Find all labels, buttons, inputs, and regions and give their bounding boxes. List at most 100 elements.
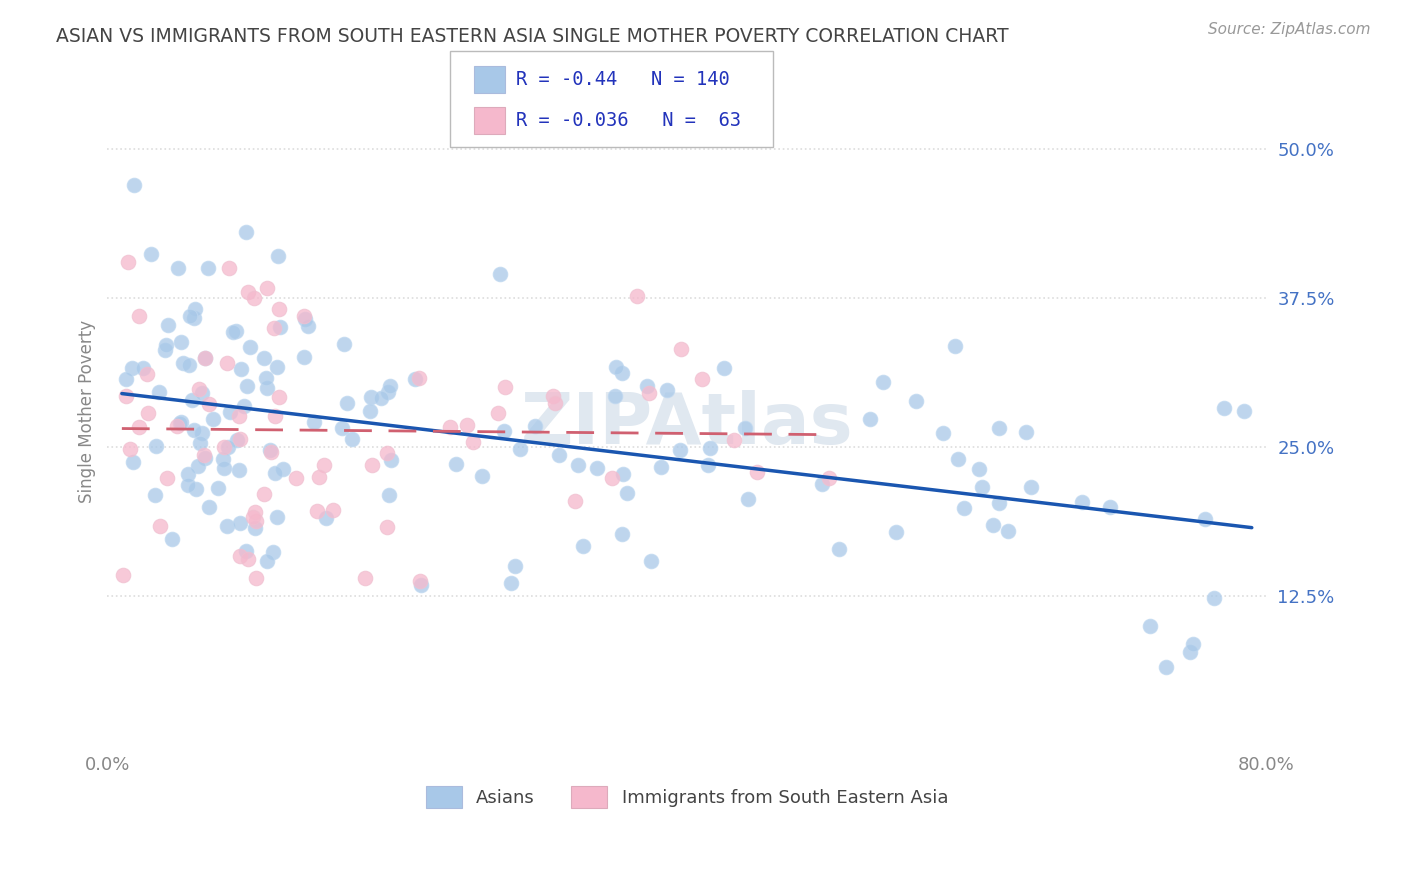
Point xyxy=(186,483,208,497)
Point xyxy=(215,519,238,533)
Point xyxy=(657,383,679,397)
Point xyxy=(970,480,993,494)
Point xyxy=(238,552,260,566)
Point xyxy=(439,419,461,434)
Point xyxy=(408,371,430,385)
Point xyxy=(494,380,516,394)
Point xyxy=(267,249,290,263)
Point xyxy=(235,226,257,240)
Point xyxy=(375,520,398,534)
Point xyxy=(219,405,242,419)
Point xyxy=(269,302,291,317)
Point xyxy=(380,378,402,392)
Point xyxy=(297,318,319,333)
Point xyxy=(117,255,139,269)
Point xyxy=(256,554,278,568)
Point xyxy=(488,406,510,420)
Point xyxy=(177,477,200,491)
Point xyxy=(1015,425,1038,439)
Point xyxy=(931,426,953,441)
Point xyxy=(228,409,250,423)
Point xyxy=(446,457,468,471)
Point xyxy=(149,519,172,533)
Point xyxy=(370,391,392,405)
Point xyxy=(585,461,607,475)
Point xyxy=(148,384,170,399)
Point xyxy=(155,338,177,352)
Point xyxy=(456,418,478,433)
Point xyxy=(943,339,966,353)
Point xyxy=(375,446,398,460)
Point xyxy=(548,448,571,462)
Point xyxy=(236,379,259,393)
Point xyxy=(145,439,167,453)
Point xyxy=(967,462,990,476)
Point xyxy=(225,324,247,338)
Point xyxy=(494,424,516,438)
Point xyxy=(294,312,316,326)
Point xyxy=(229,516,252,530)
Point xyxy=(612,467,634,482)
Point xyxy=(194,351,217,366)
Point xyxy=(228,463,250,477)
Point xyxy=(354,571,377,585)
Point xyxy=(360,390,382,404)
Point xyxy=(818,471,841,485)
Point xyxy=(139,246,162,260)
Point xyxy=(884,524,907,539)
Point xyxy=(238,285,260,299)
Point xyxy=(259,443,281,458)
Text: R = -0.036   N =  63: R = -0.036 N = 63 xyxy=(516,112,741,130)
Point xyxy=(183,423,205,437)
Point xyxy=(245,520,267,534)
Point xyxy=(322,502,344,516)
Point xyxy=(128,309,150,323)
Point xyxy=(253,487,276,501)
Point xyxy=(253,351,276,365)
Point xyxy=(194,451,217,466)
Point xyxy=(1182,637,1205,651)
Point xyxy=(194,351,217,366)
Point xyxy=(461,435,484,450)
Point xyxy=(153,343,176,357)
Point xyxy=(610,527,633,541)
Point xyxy=(503,558,526,573)
Point xyxy=(304,415,326,429)
Point xyxy=(128,420,150,434)
Point xyxy=(207,481,229,495)
Point xyxy=(946,451,969,466)
Point xyxy=(981,518,1004,533)
Point xyxy=(169,416,191,430)
Point xyxy=(626,289,648,303)
Point xyxy=(212,440,235,454)
Point xyxy=(1098,500,1121,514)
Point xyxy=(1178,645,1201,659)
Point xyxy=(567,458,589,472)
Point xyxy=(179,358,201,372)
Point xyxy=(198,396,221,410)
Point xyxy=(1204,591,1226,605)
Point xyxy=(564,494,586,508)
Point xyxy=(256,281,278,295)
Point xyxy=(198,500,221,515)
Point xyxy=(143,487,166,501)
Point xyxy=(509,442,531,456)
Point xyxy=(235,544,257,558)
Point xyxy=(212,461,235,475)
Point xyxy=(342,432,364,446)
Point xyxy=(305,503,328,517)
Point xyxy=(315,511,337,525)
Point xyxy=(1233,404,1256,418)
Point xyxy=(690,372,713,386)
Point xyxy=(160,532,183,546)
Point xyxy=(245,514,267,528)
Point xyxy=(132,361,155,376)
Text: ASIAN VS IMMIGRANTS FROM SOUTH EASTERN ASIA SINGLE MOTHER POVERTY CORRELATION CH: ASIAN VS IMMIGRANTS FROM SOUTH EASTERN A… xyxy=(56,27,1010,45)
Point xyxy=(605,359,627,374)
Point xyxy=(115,389,138,403)
Point xyxy=(997,524,1019,539)
Point xyxy=(713,361,735,376)
Point xyxy=(333,336,356,351)
Point xyxy=(404,372,426,386)
Point xyxy=(284,471,307,485)
